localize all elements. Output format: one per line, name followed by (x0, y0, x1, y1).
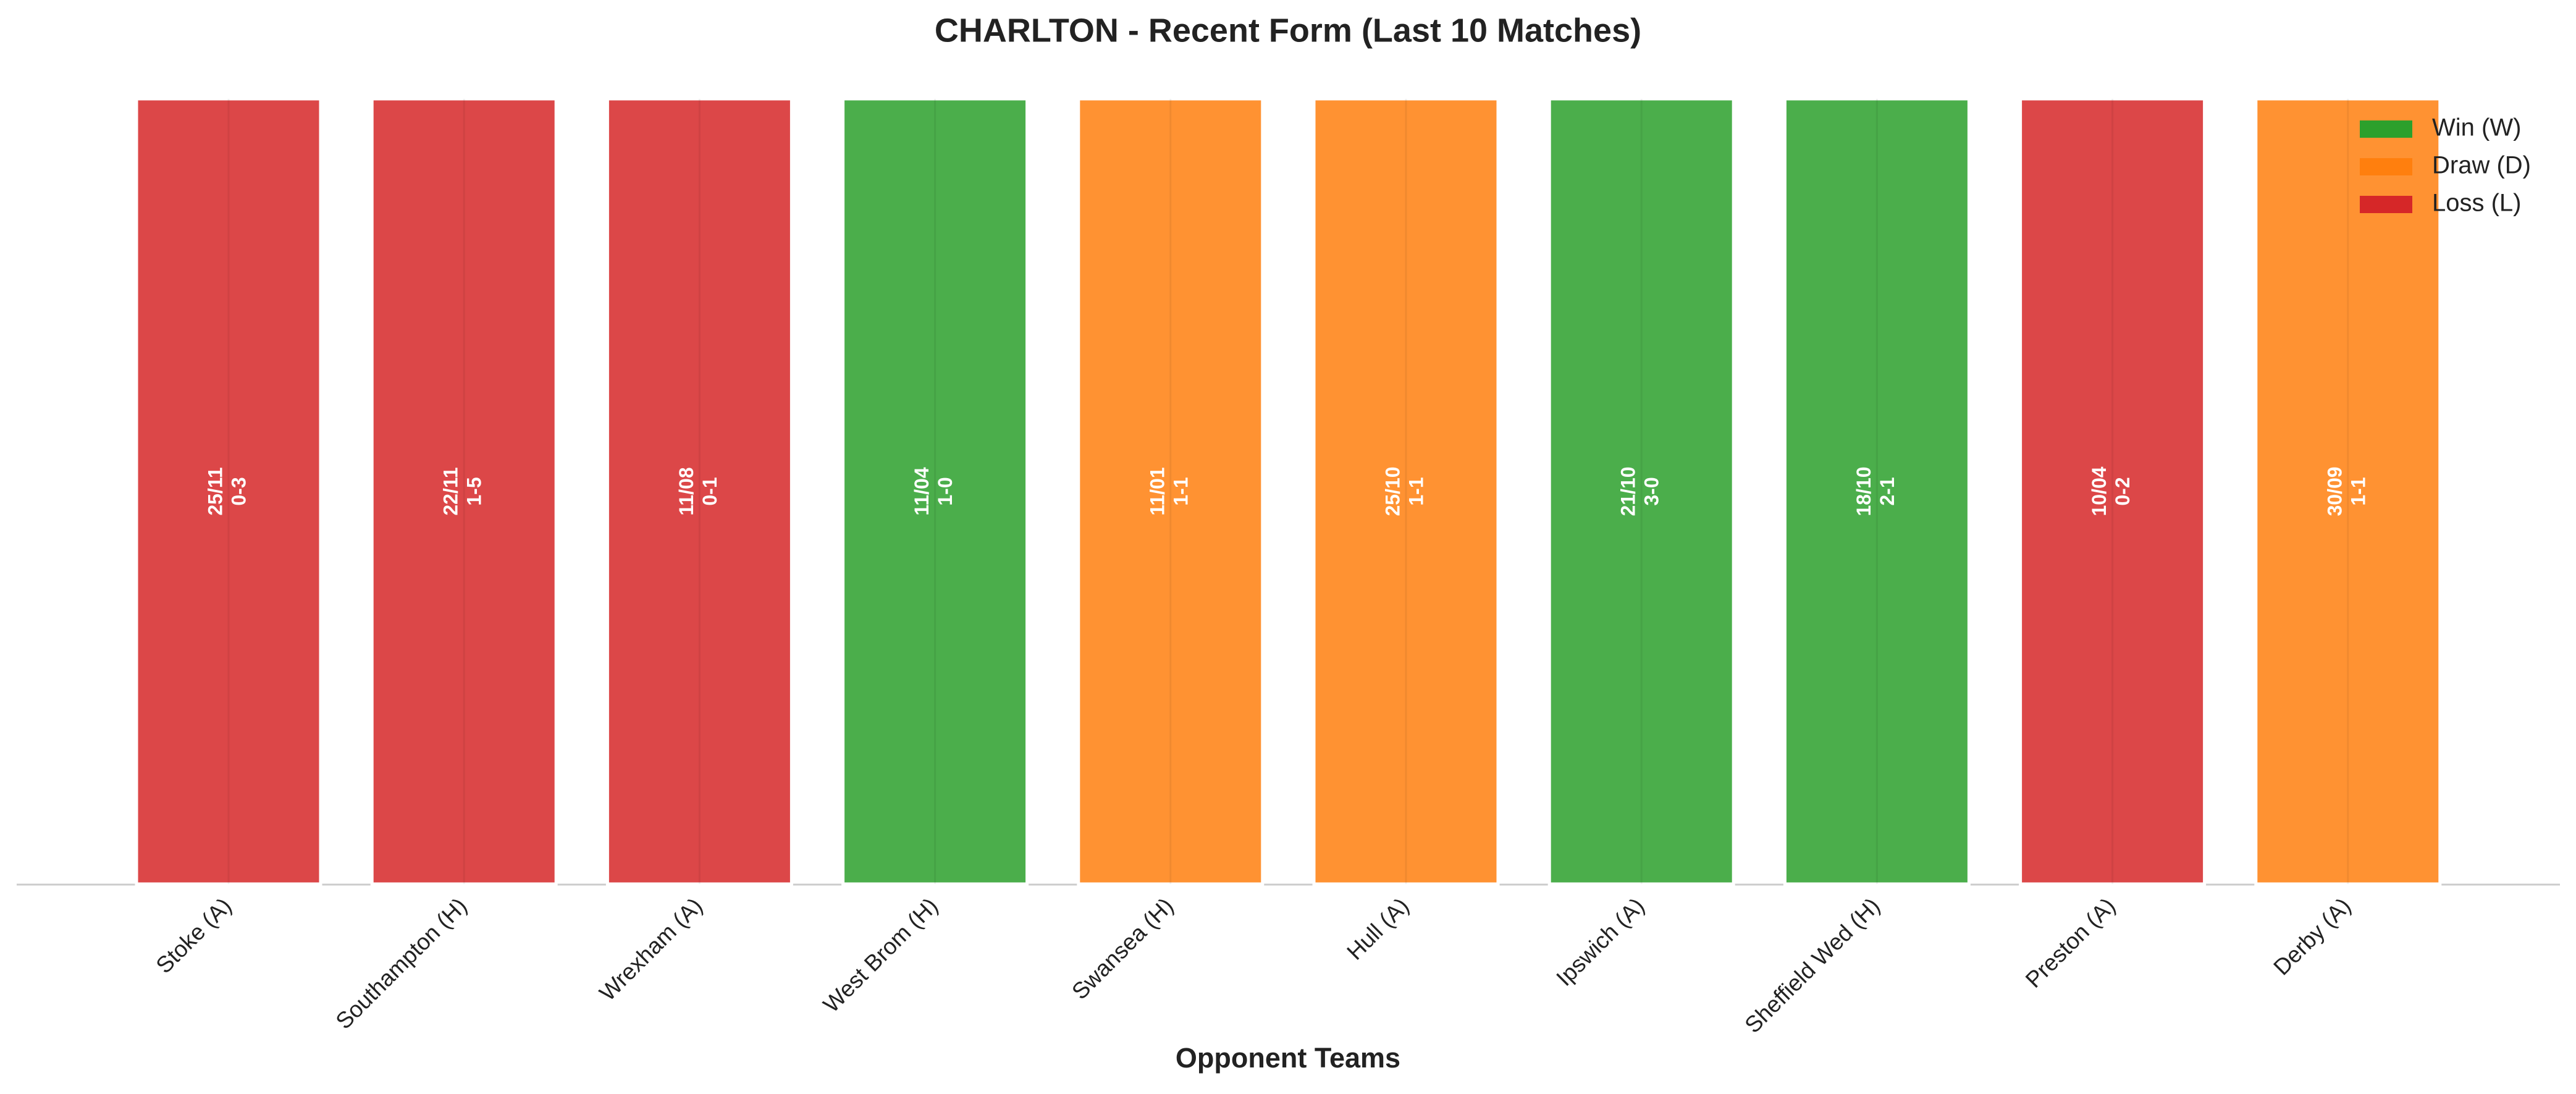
x-tick-label: Hull (A) (1342, 893, 1413, 965)
bar (2019, 97, 2207, 886)
bar-label: 10/04 0-2 (2088, 466, 2134, 516)
bar-score: 3-0 (1641, 477, 1663, 505)
x-tick-label: Derby (A) (2268, 893, 2355, 980)
bar-date: 18/10 (1853, 466, 1875, 516)
bar-score: 1-5 (463, 477, 486, 505)
bar (1547, 97, 1735, 886)
x-tick-label: Stoke (A) (151, 893, 237, 978)
bar-label: 21/10 3-0 (1617, 466, 1663, 516)
bar-score: 0-3 (227, 477, 250, 505)
bar-label: 30/09 1-1 (2323, 466, 2369, 516)
bar (2254, 97, 2442, 886)
x-axis-title: Opponent Teams (1176, 1042, 1400, 1074)
bar-date: 30/09 (2323, 466, 2346, 516)
bar-date: 21/10 (1617, 466, 1639, 516)
bar-score: 0-1 (699, 477, 721, 505)
x-tick-label: Sheffield Wed (H) (1740, 893, 1885, 1038)
bar-date: 10/04 (2088, 466, 2110, 516)
bar (841, 97, 1029, 886)
legend-label: Win (W) (2432, 114, 2521, 141)
bar-label: 18/10 2-1 (1853, 466, 1898, 516)
bar-label: 11/01 1-1 (1146, 467, 1192, 515)
bar-score: 1-1 (2347, 477, 2369, 505)
bar (605, 97, 793, 886)
bar (370, 97, 558, 886)
bar-score: 0-2 (2111, 477, 2134, 505)
bar-label: 22/11 1-5 (440, 467, 486, 515)
bar-score: 1-1 (1405, 477, 1427, 505)
bar-date: 11/08 (675, 467, 697, 515)
x-tick-label: Southampton (H) (331, 893, 472, 1034)
chart-title: CHARLTON - Recent Form (Last 10 Matches) (935, 12, 1641, 49)
bar-label: 11/04 1-0 (911, 467, 956, 516)
bar-label: 25/11 0-3 (204, 467, 250, 515)
bar-label: 25/10 1-1 (1381, 466, 1427, 516)
bar-score: 1-0 (934, 477, 956, 505)
x-tick-label: Swansea (H) (1067, 893, 1178, 1004)
bar (1783, 97, 1971, 886)
bar-label: 11/08 0-1 (675, 467, 721, 515)
x-tick-label: West Brom (H) (819, 893, 943, 1017)
bar-score: 1-1 (1169, 477, 1192, 505)
legend-label: Loss (L) (2432, 190, 2522, 217)
bar (1312, 97, 1500, 886)
bar-date: 25/10 (1381, 466, 1404, 516)
legend-swatch (2360, 120, 2412, 138)
x-tick-label: Wrexham (A) (594, 893, 707, 1006)
x-tick-label: Preston (A) (2021, 893, 2120, 993)
bar-date: 11/01 (1146, 467, 1168, 515)
bar (1077, 97, 1265, 886)
legend-swatch (2360, 158, 2412, 175)
bar-score: 2-1 (1876, 477, 1898, 505)
legend-swatch (2360, 196, 2412, 213)
bar-date: 11/04 (911, 467, 933, 516)
legend-label: Draw (D) (2432, 152, 2531, 179)
bar-date: 25/11 (204, 467, 226, 515)
bar (135, 97, 322, 886)
x-tick-label: Ipswich (A) (1551, 893, 1649, 991)
bar-date: 22/11 (440, 467, 462, 515)
